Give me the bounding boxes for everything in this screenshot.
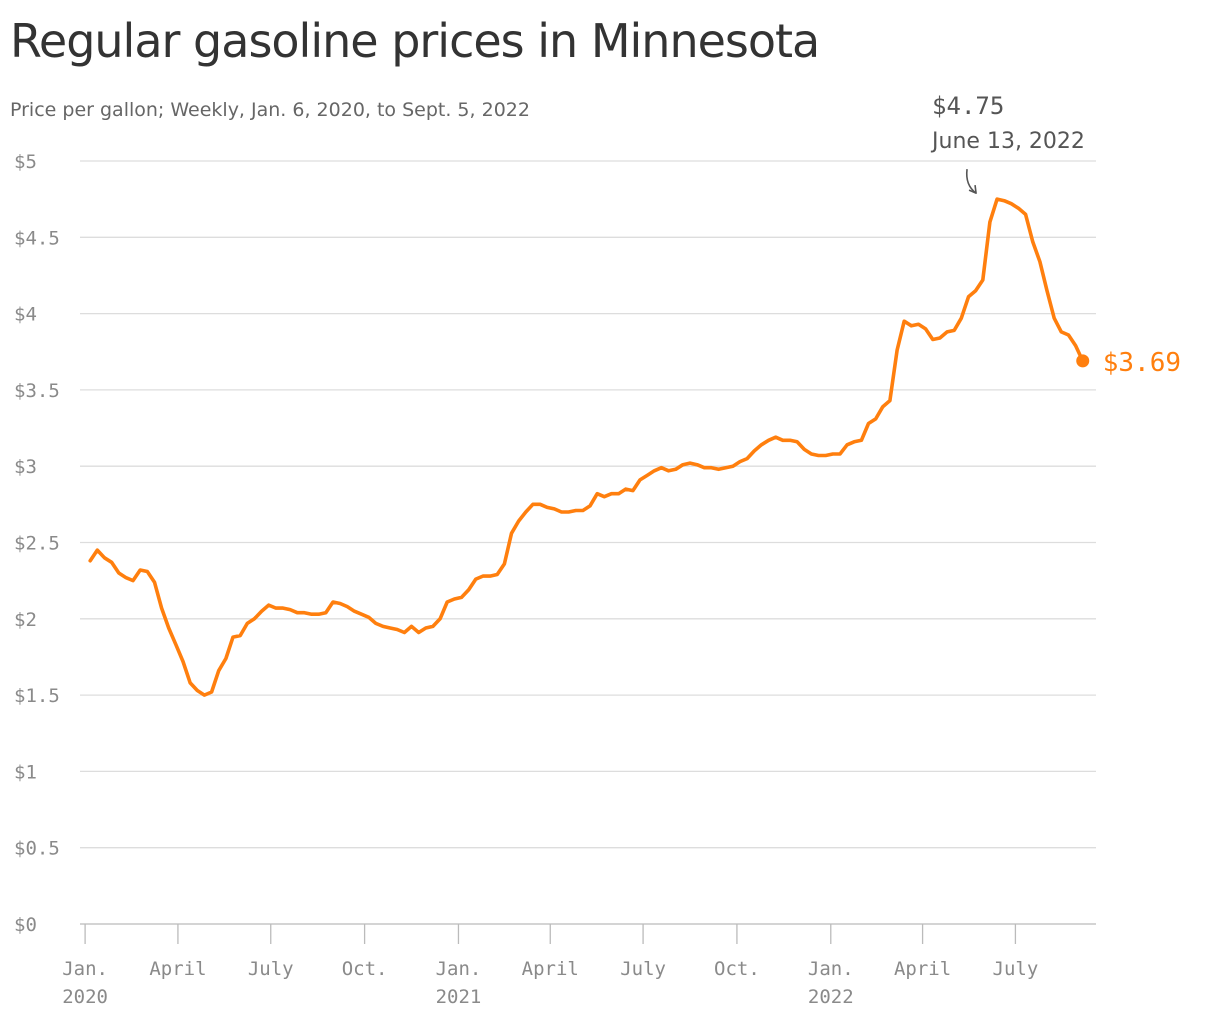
x-tick-label: July — [993, 958, 1039, 980]
y-tick-label: $0.5 — [14, 838, 60, 860]
peak-value-label: $4.75 — [932, 92, 1004, 120]
chart-title: Regular gasoline prices in Minnesota — [10, 14, 820, 68]
y-tick-label: $0 — [14, 914, 37, 936]
y-tick-label: $3.5 — [14, 380, 60, 402]
x-tick-year-label: 2022 — [808, 986, 854, 1008]
y-tick-label: $3 — [14, 456, 37, 478]
x-tick-label: July — [620, 958, 666, 980]
y-tick-label: $2.5 — [14, 533, 60, 555]
x-tick-label: July — [248, 958, 294, 980]
x-tick-label: April — [522, 958, 579, 980]
peak-arrow — [965, 169, 977, 194]
y-tick-label: $5 — [14, 151, 37, 173]
x-tick-label: April — [894, 958, 951, 980]
x-tick-label: Oct. — [342, 958, 388, 980]
y-tick-label: $4 — [14, 304, 37, 326]
price-line — [88, 197, 1085, 697]
peak-arrow-head — [968, 185, 977, 194]
last-point-marker — [1076, 354, 1090, 368]
peak-date-label: June 13, 2022 — [930, 129, 1085, 154]
x-tick-label: Jan. — [808, 958, 854, 980]
y-tick-label: $1.5 — [14, 685, 60, 707]
y-tick-label: $2 — [14, 609, 37, 631]
x-tick-year-label: 2021 — [436, 986, 482, 1008]
last-value-label: $3.69 — [1103, 348, 1181, 378]
chart-subtitle: Price per gallon; Weekly, Jan. 6, 2020, … — [10, 99, 530, 121]
x-tick-label: Jan. — [436, 958, 482, 980]
x-tick-year-label: 2020 — [62, 986, 108, 1008]
x-tick-label: Jan. — [62, 958, 108, 980]
x-tick-label: Oct. — [714, 958, 760, 980]
y-tick-label: $1 — [14, 761, 37, 783]
x-tick-label: April — [149, 958, 206, 980]
y-tick-label: $4.5 — [14, 227, 60, 249]
